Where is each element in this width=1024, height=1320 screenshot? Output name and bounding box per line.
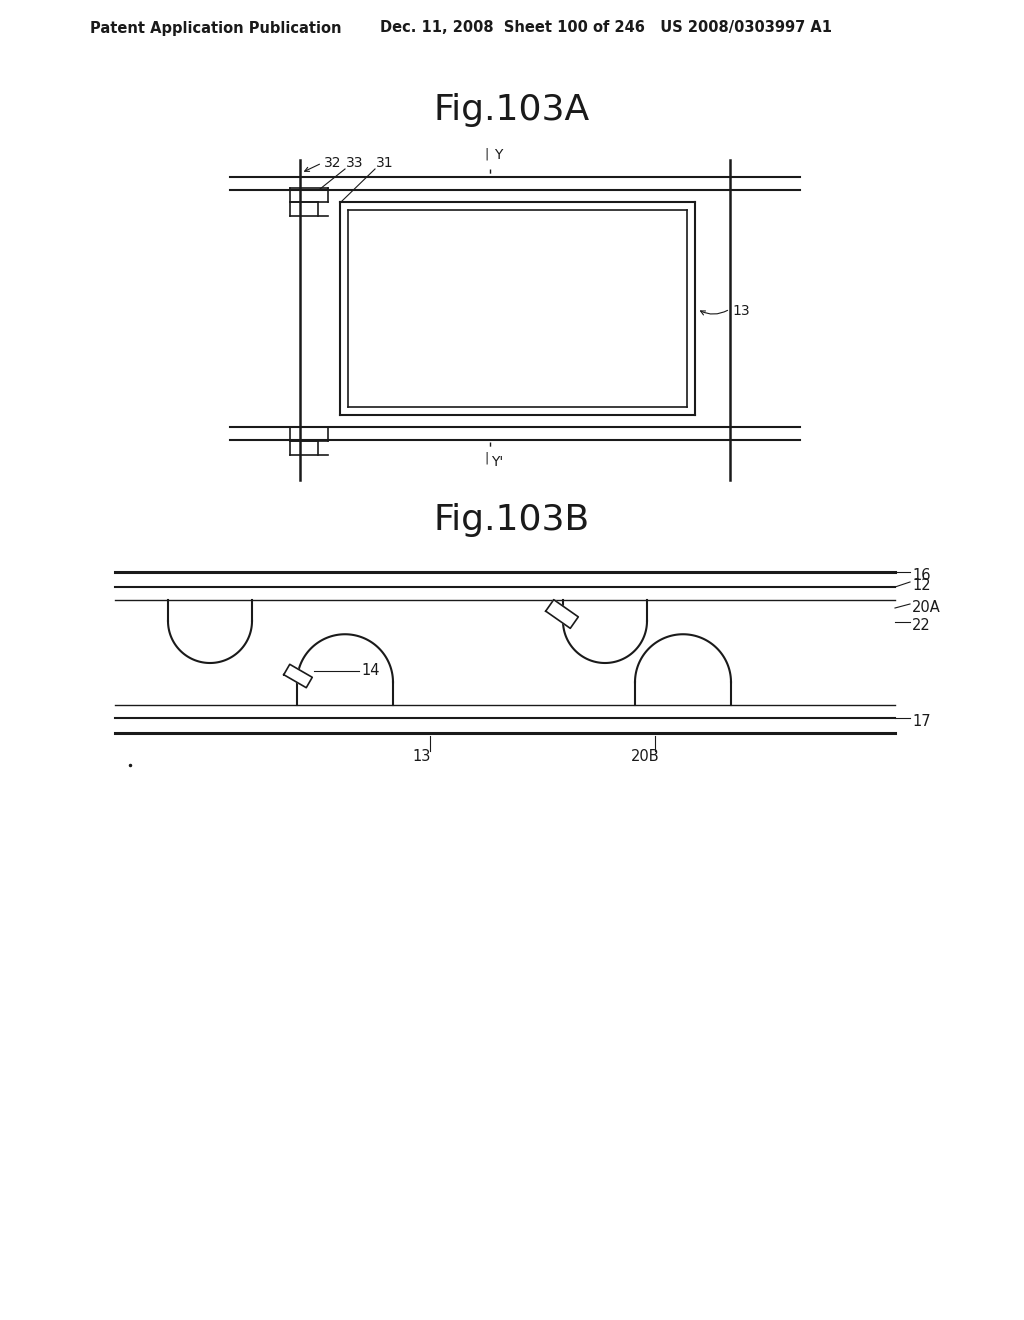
Polygon shape: [546, 599, 579, 628]
Text: 14: 14: [361, 663, 380, 678]
Text: Fig.103B: Fig.103B: [434, 503, 590, 537]
Text: 16: 16: [912, 569, 931, 583]
Text: Fig.103A: Fig.103A: [434, 92, 590, 127]
Text: Patent Application Publication: Patent Application Publication: [90, 21, 341, 36]
Text: Y: Y: [494, 148, 503, 162]
Text: |: |: [485, 147, 489, 160]
Text: 20B: 20B: [631, 748, 659, 764]
Text: |: |: [485, 451, 489, 465]
Text: 32: 32: [324, 156, 341, 170]
Text: Y': Y': [490, 455, 503, 469]
Polygon shape: [284, 664, 312, 688]
Text: 33: 33: [346, 156, 364, 170]
Text: 12: 12: [912, 578, 931, 594]
Text: 31: 31: [376, 156, 393, 170]
Text: 20A: 20A: [912, 601, 941, 615]
Text: Dec. 11, 2008  Sheet 100 of 246   US 2008/0303997 A1: Dec. 11, 2008 Sheet 100 of 246 US 2008/0…: [380, 21, 831, 36]
Text: 13: 13: [732, 304, 750, 318]
Text: 22: 22: [912, 619, 931, 634]
Text: 17: 17: [912, 714, 931, 730]
Text: 13: 13: [413, 748, 431, 764]
